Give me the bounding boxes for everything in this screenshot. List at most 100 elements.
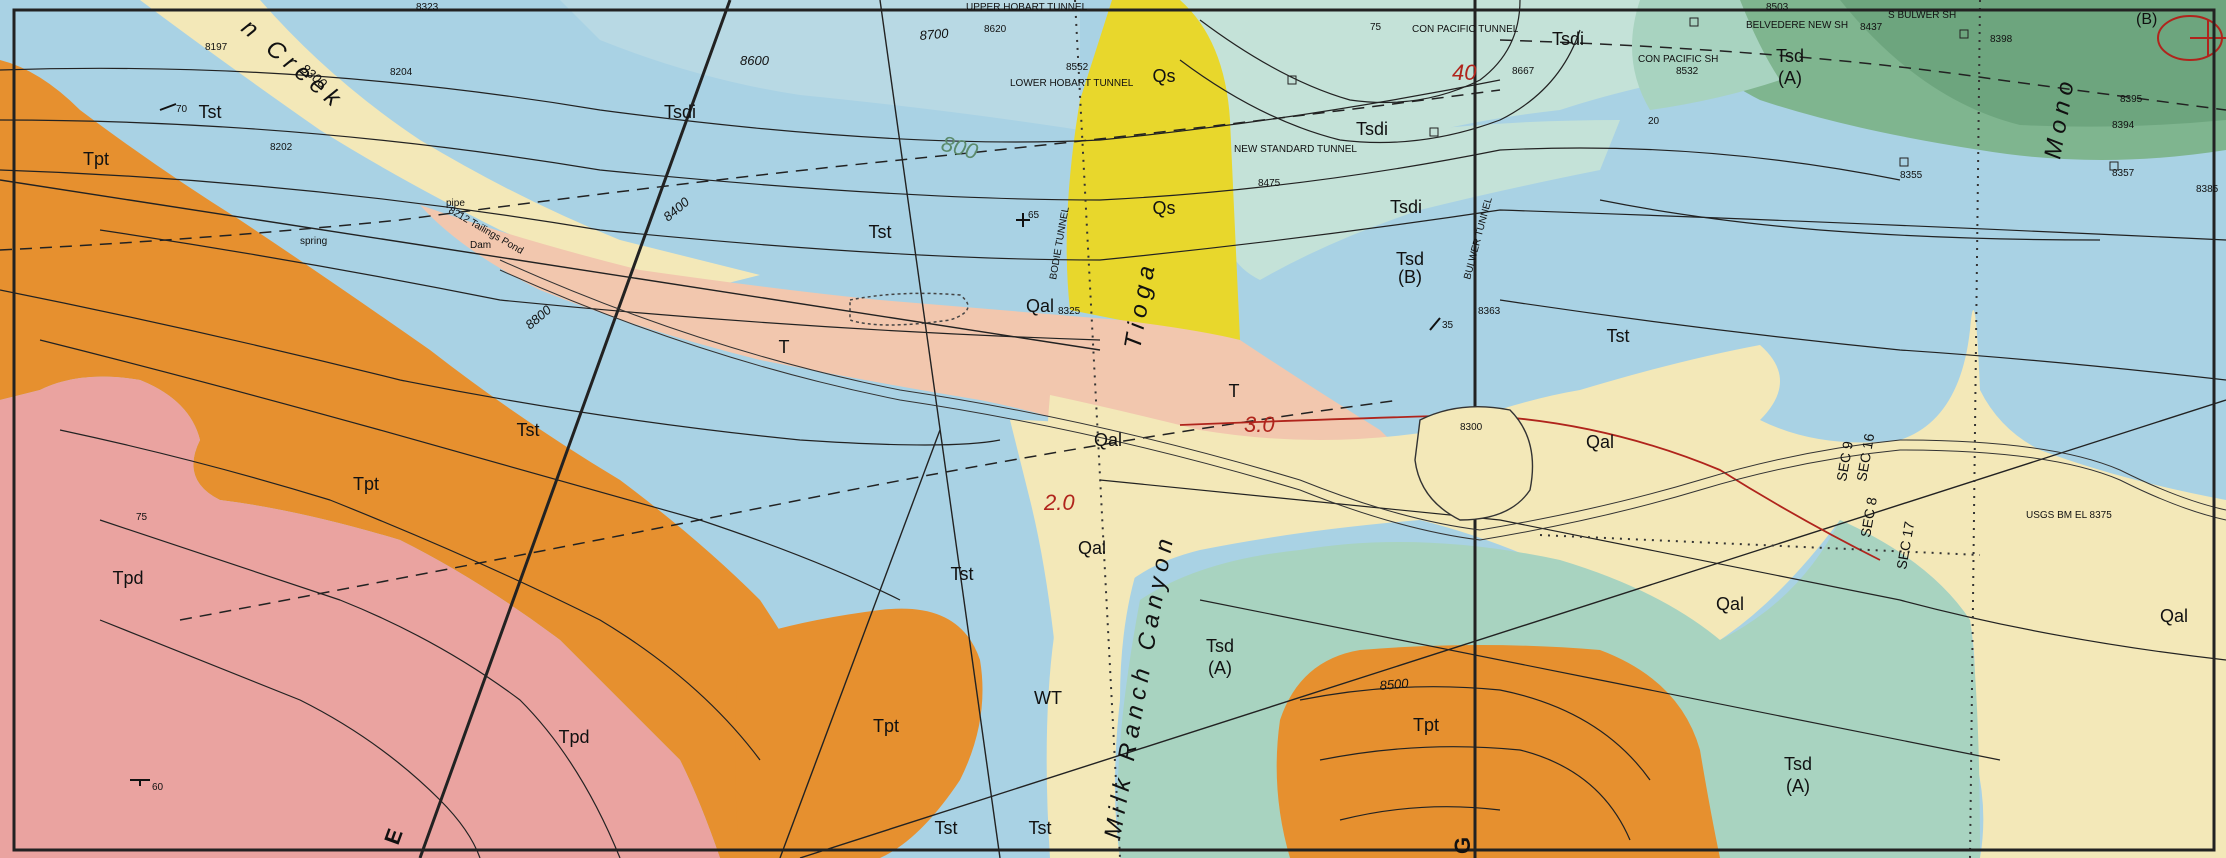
label-tst-5: Tst [950,564,973,584]
spot-elev: 8503 [1766,2,1789,13]
spot-elev: 8394 [2112,120,2135,131]
unit-tsd-b [1228,120,1620,280]
label-tst-1: Tst [198,102,221,122]
shaft-markers [1287,17,2119,171]
label-tpt-2: Tpt [353,474,379,494]
label-qal-4: Qal [1078,538,1106,558]
spot-elev: 8437 [1860,22,1883,33]
label-usgs-bm: USGS BM EL 8375 [2026,510,2112,521]
label-sec8: SEC 8 [1857,496,1880,539]
spot-elev: 8475 [1258,178,1281,189]
spot-elev: 8197 [205,42,228,53]
label-qs-2: Qs [1152,198,1175,218]
label-new-standard: NEW STANDARD TUNNEL [1234,144,1357,155]
spot-elev: 8323 [416,2,439,13]
label-tsdi-3: Tsdi [1390,197,1422,217]
section-boundary [1074,0,1981,858]
spot-elev: 8552 [1066,62,1089,73]
label-tst-4: Tst [516,420,539,440]
spot-elev: 8355 [1900,170,1923,181]
dip-label: 60 [152,782,164,793]
road [499,259,2226,541]
red-label-2-0: 2.0 [1043,490,1075,515]
spot-elev: 8398 [1990,34,2013,45]
label-tpd-2: Tpd [558,727,589,747]
spot-elev: 8363 [1478,306,1501,317]
dip-label: 75 [1370,22,1382,33]
label-pipe: pipe [446,198,465,209]
spot-elev: 8620 [984,24,1007,35]
frame-b-corner [2157,15,2226,61]
label-tsd-a-se: Tsd [1784,754,1812,774]
label-qal-6: Qal [2160,606,2188,626]
label-tsd-b-sub: (B) [1398,267,1422,287]
contacts [0,39,2226,621]
contour-label-8500: 8500 [1379,675,1410,693]
dip-label: 65 [1028,210,1040,221]
dip-label: 70 [176,104,188,115]
label-lower-hobart: LOWER HOBART TUNNEL [1010,78,1134,89]
label-tsdi-2: Tsdi [1356,119,1388,139]
label-upper-hobart: UPPER HOBART TUNNEL [966,2,1088,13]
red-label-3-0: 3.0 [1244,412,1275,437]
label-tsd-b: Tsd [1396,249,1424,269]
unit-tpt-lobe [735,608,983,858]
tailings-outline [849,292,969,326]
dip-label: 75 [136,512,148,523]
red-trace [1179,414,1881,561]
spot-elev: 8300 [1460,422,1483,433]
label-qal-1: Qal [1026,296,1054,316]
spot-elev: 8325 [1058,306,1081,317]
spot-elev: 8204 [390,67,413,78]
unit-tsdi-area [560,0,1080,130]
label-tpd-1: Tpd [112,568,143,588]
label-sec9: SEC 9 [1833,440,1856,483]
label-qal-2: Qal [1094,430,1122,450]
label-qal-5: Qal [1716,594,1744,614]
label-bulwer-sh: S BULWER SH [1888,10,1956,21]
label-tsd-a-ne-sub: (A) [1778,68,1802,88]
unit-tpt-west [0,60,860,858]
unit-qal-creek [140,0,760,290]
label-tpt-1: Tpt [83,149,109,169]
spot-elev: 8357 [2112,168,2135,179]
label-con-pacific-sh: CON PACIFIC SH [1638,54,1718,65]
label-tst-6: Tst [934,818,957,838]
label-spring: spring [300,236,327,247]
label-tpt-3: Tpt [873,716,899,736]
label-tst-2: Tst [868,222,891,242]
spot-elev: 8667 [1512,66,1535,77]
label-frame-b: (B) [2136,11,2157,28]
label-qs-1: Qs [1152,66,1175,86]
contour-label-8700: 8700 [919,25,950,43]
unit-tsd-green-ne-2 [1840,0,2226,127]
unit-qs-area [1066,0,1240,340]
spot-elev: 8532 [1676,66,1699,77]
dip-label: 20 [1648,116,1660,127]
label-qal-3: Qal [1586,432,1614,452]
label-belvedere: BELVEDERE NEW SH [1746,20,1848,31]
label-tsd-a-s: Tsd [1206,636,1234,656]
unit-qal-east [1046,310,2226,858]
label-con-pacific: CON PACIFIC TUNNEL [1412,24,1519,35]
strike-dip-symbols [130,103,1441,786]
section-letter-g: G [1450,837,1475,854]
label-tsd-a-ne: Tsd [1776,46,1804,66]
contour-label-8600: 8600 [740,53,770,68]
label-tpt-4: Tpt [1413,715,1439,735]
label-tsd-a-se-sub: (A) [1786,776,1810,796]
label-tsdi-1: Tsdi [664,102,696,122]
label-wt: WT [1034,688,1062,708]
unit-tsd-a-ne [1632,0,1780,110]
label-tst-3: Tst [1606,326,1629,346]
dip-label: 35 [1442,320,1454,331]
spot-elev: 8385 [2196,184,2219,195]
spot-elev: 8202 [270,142,293,153]
label-tsdi-4: Tsdi [1552,29,1584,49]
hill-outline [1414,406,1534,521]
red-label-40: 40 [1452,60,1477,85]
